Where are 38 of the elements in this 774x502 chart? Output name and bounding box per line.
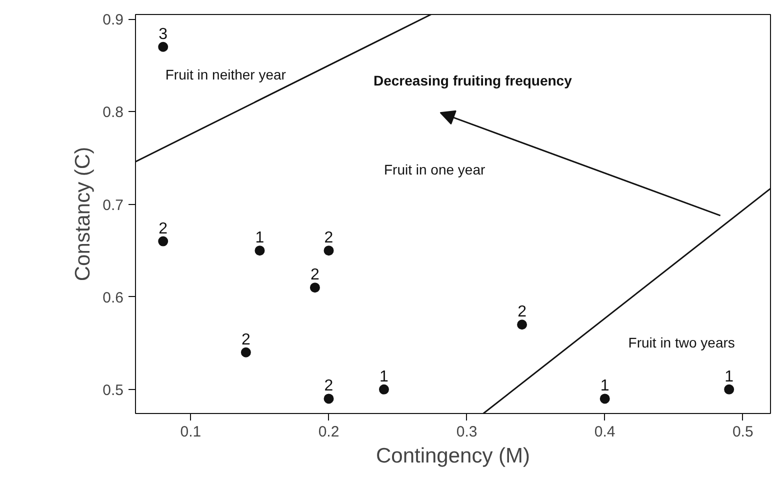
y-axis-title: Constancy (C)	[72, 146, 95, 282]
annotation: 1	[255, 230, 264, 247]
y-tick-label: 0.6	[102, 289, 124, 306]
point	[324, 394, 334, 404]
annotation: Fruit in neither year	[165, 66, 286, 82]
annotation: 2	[324, 378, 334, 395]
x-tick-label: 0.2	[318, 424, 340, 440]
x-tick-label: 0.1	[180, 424, 202, 440]
x-tick-label: 0.3	[456, 424, 478, 440]
point	[724, 384, 734, 394]
annotation: 1	[724, 368, 734, 386]
annotation: Fruit in two years	[628, 334, 735, 350]
annotation: 2	[518, 304, 527, 321]
y-tick-label: 0.5	[102, 382, 124, 399]
point	[158, 236, 168, 246]
point	[378, 384, 389, 394]
y-tick-label: 0.9	[102, 12, 124, 29]
point	[600, 394, 610, 404]
annotation: 2	[241, 331, 250, 348]
annotation: 1	[380, 368, 389, 386]
point	[254, 246, 265, 256]
point	[240, 347, 251, 358]
x-tick-label: 0.5	[732, 424, 754, 440]
annotation: 2	[158, 220, 168, 238]
y-tick-label: 0.8	[102, 104, 124, 122]
annotation: 3	[158, 26, 168, 43]
point	[310, 282, 320, 293]
x-tick-label: 0.4	[594, 424, 616, 440]
annotation: 1	[600, 378, 610, 395]
y-tick-label: 0.7	[102, 196, 124, 214]
annotation: 2	[324, 230, 334, 247]
annotation: Decreasing fruiting frequency	[373, 72, 572, 88]
x-axis-title: Contingency (M)	[376, 444, 530, 468]
point	[517, 320, 528, 330]
point	[158, 42, 168, 52]
annotation: 2	[310, 266, 320, 284]
point	[324, 246, 334, 256]
annotation: Fruit in one year	[384, 161, 486, 178]
